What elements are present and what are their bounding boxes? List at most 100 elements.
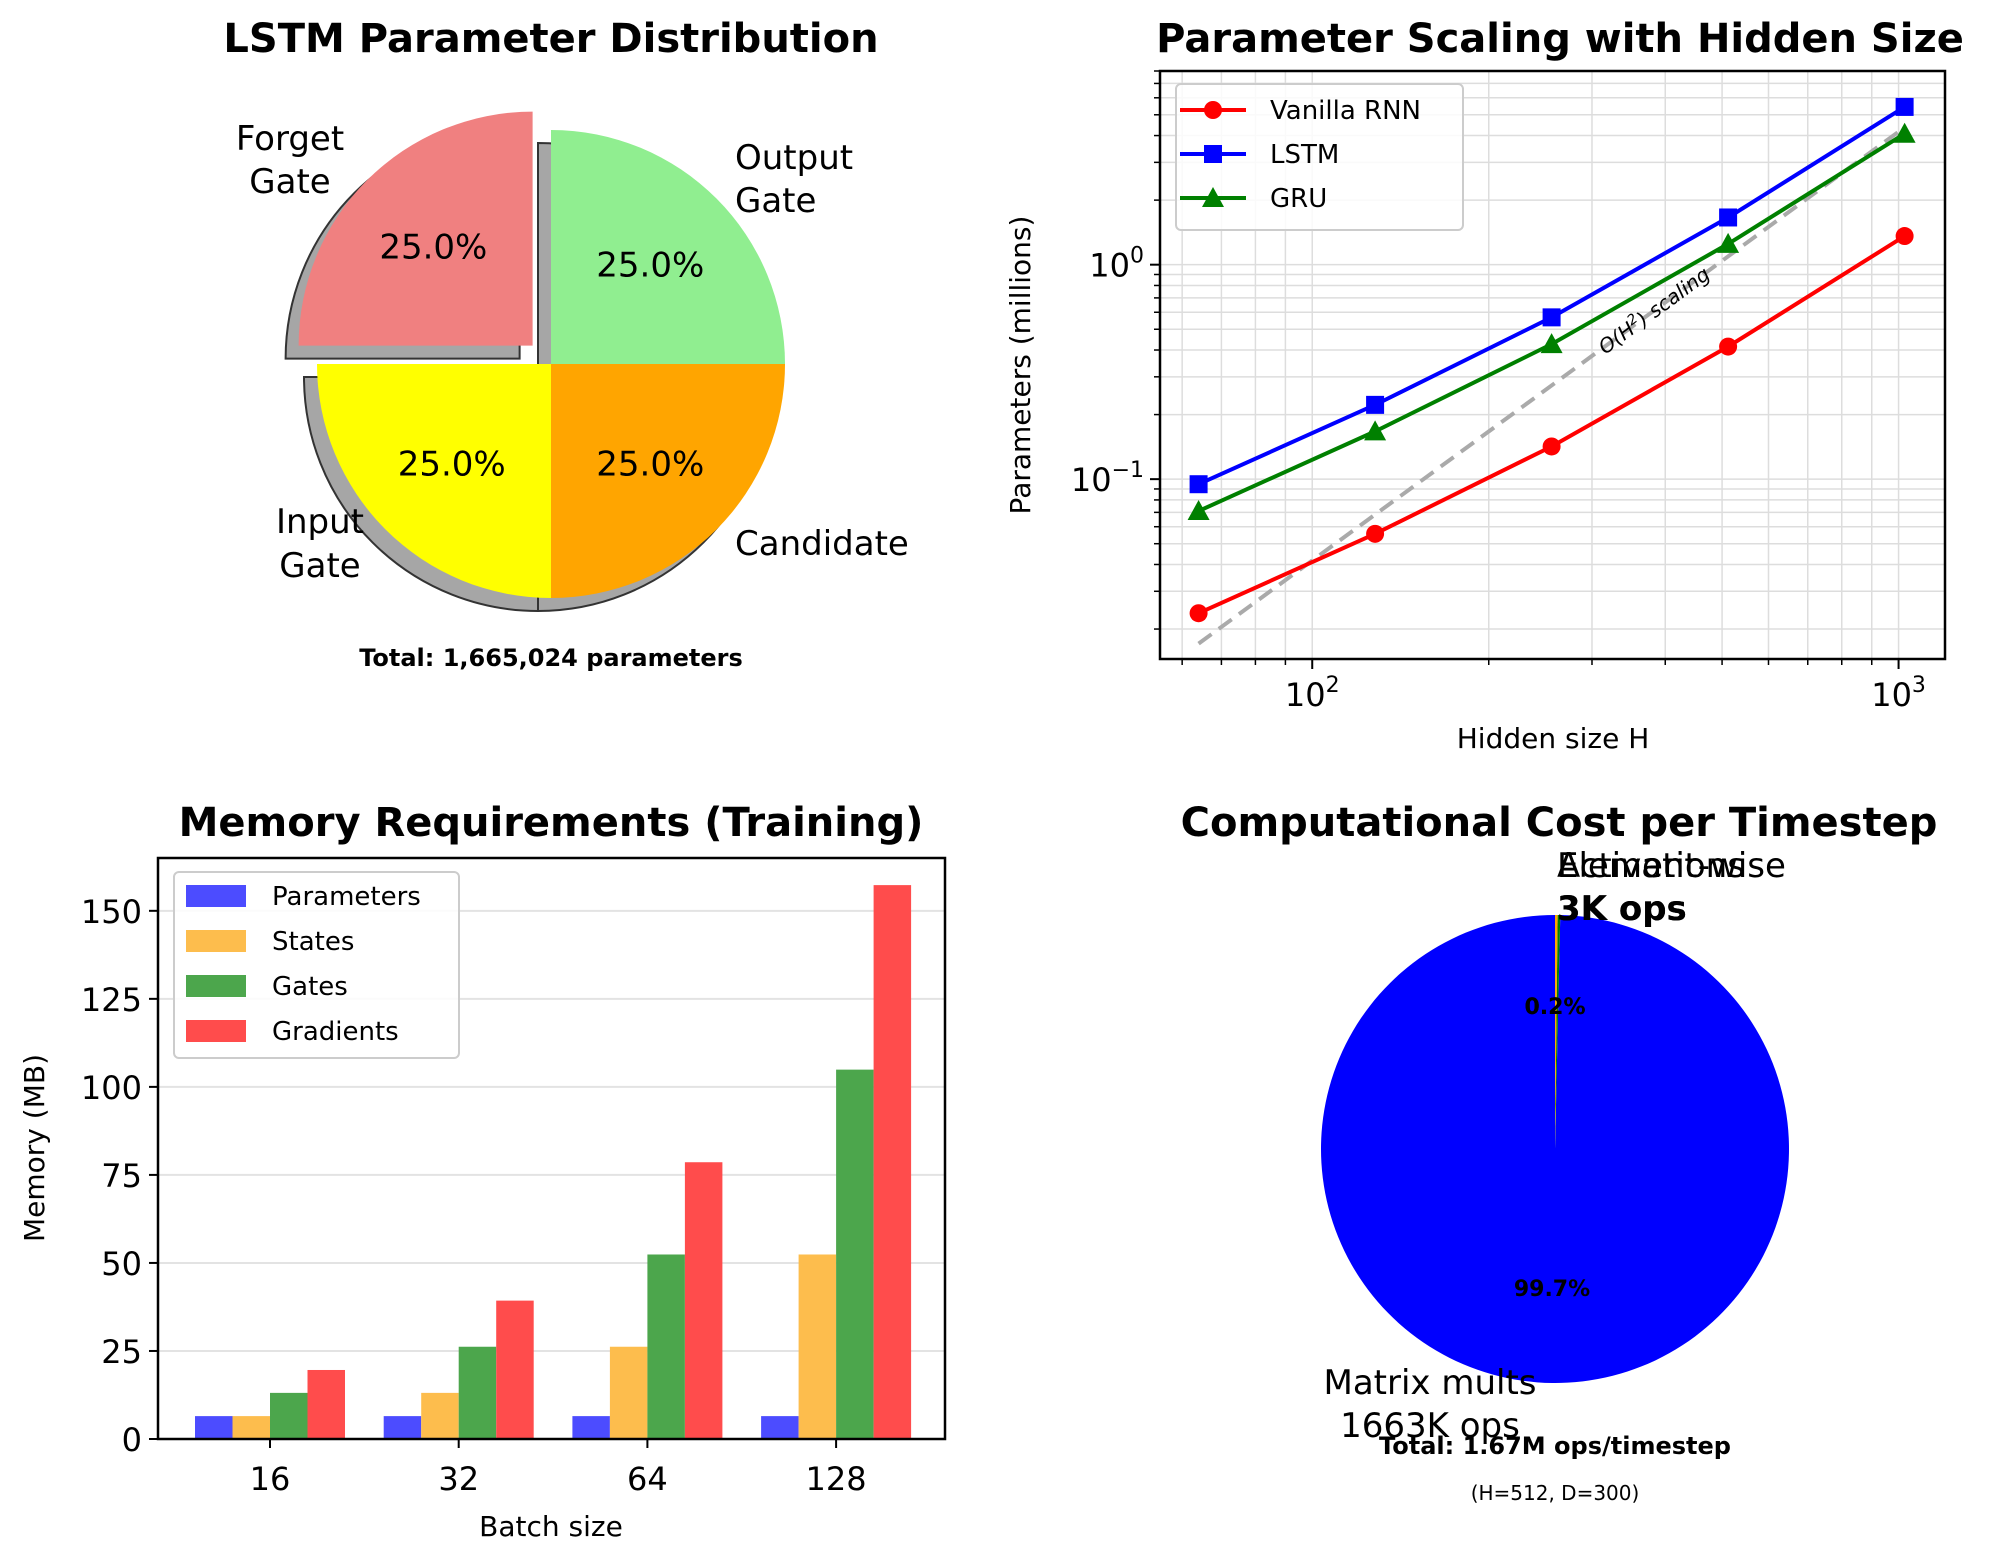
pie-pct-label: 0.2%	[1524, 995, 1585, 1020]
series-vanilla-rnn	[1189, 227, 1914, 623]
chart-title: Parameter Scaling with Hidden Size	[1156, 16, 1964, 62]
bar-parameters	[572, 1416, 610, 1439]
plot-frame	[1158, 69, 1947, 661]
pie-category-label: Activations	[1557, 846, 1745, 886]
x-tick-label: 16	[250, 1460, 291, 1498]
series-line	[1197, 234, 1906, 616]
x-tick-label: 102	[1285, 673, 1340, 714]
data-point	[1187, 500, 1210, 521]
data-point	[1366, 395, 1385, 414]
bar-gates	[270, 1392, 308, 1439]
y-tick-label: 10−1	[1071, 458, 1144, 499]
pie-category-label: Output	[735, 138, 853, 178]
pie-category-label: Element-wise	[1557, 846, 1786, 886]
data-point	[1542, 308, 1561, 327]
pie-slice	[1555, 915, 1558, 1149]
series	[1187, 97, 1916, 623]
panel-memory-requirements: Memory Requirements (Training) 0 25 50 75 10…	[18, 800, 947, 1543]
panel-lstm-parameter-distribution: LSTM Parameter Distribution 25.0%ForgetG…	[223, 16, 908, 672]
legend: Vanilla RNN LSTM GRU	[1175, 83, 1464, 231]
pie-category-label: Gate	[279, 546, 360, 586]
data-point	[1719, 337, 1738, 356]
pie-category-label: 1663K ops	[1340, 1406, 1520, 1446]
pie-category-label: Gate	[735, 181, 816, 221]
bar-gates	[836, 1069, 874, 1439]
y-tick-label: 125	[81, 981, 142, 1019]
bar-gradients	[496, 1300, 534, 1439]
pie-labels: 25.0%ForgetGate25.0%InputGate25.0%Candid…	[236, 119, 909, 586]
legend-label: Gradients	[272, 1017, 399, 1047]
y-tick-label: 150	[81, 893, 142, 931]
pie-category-label: Candidate	[735, 524, 909, 564]
data-point	[1366, 524, 1385, 543]
pie-category-label: Matrix mults	[1323, 1363, 1536, 1403]
bar-states	[609, 1346, 648, 1439]
pie-subnote: (H=512, D=300)	[1471, 1481, 1640, 1505]
legend-marker	[1202, 187, 1224, 207]
plot-frame	[156, 856, 947, 1441]
pie-pct-label: 25.0%	[596, 246, 704, 286]
pie-pct-label: 25.0%	[596, 444, 704, 484]
legend-box	[173, 871, 460, 1059]
pie-category-label: Forget	[236, 119, 344, 159]
legend-label: LSTM	[1270, 140, 1339, 170]
x-tick-label: 64	[627, 1460, 668, 1498]
pie-pct-label: 25.0%	[398, 444, 506, 484]
pie-pct-label: 0.2%	[1524, 995, 1585, 1020]
data-point	[1895, 227, 1914, 246]
pie-footnote: Total: 1,665,024 parameters	[359, 644, 743, 672]
grid	[1160, 70, 1945, 659]
axis-ticks: 102 103 10−1 100	[1071, 70, 1926, 714]
chart-title: Computational Cost per Timestep	[1181, 800, 1938, 846]
bars	[195, 885, 912, 1439]
legend-marker	[1204, 145, 1222, 163]
y-tick-label: 100	[1089, 244, 1144, 285]
series-lstm	[1189, 97, 1914, 494]
bar-parameters	[195, 1416, 233, 1439]
y-tick-label: 75	[101, 1157, 142, 1195]
bar-gradients	[307, 1369, 345, 1439]
pie-slice	[1555, 915, 1561, 1149]
bar-gates	[647, 1254, 685, 1439]
legend-box	[1175, 83, 1464, 231]
pie-category-label: Gate	[249, 162, 330, 202]
axis-ticks: 0 25 50 75 100 125 150 16 32 64 128	[81, 893, 867, 1498]
y-axis-label: Parameters (millions)	[1004, 216, 1037, 515]
reference-line-path	[1197, 125, 1906, 646]
pie-pct-label: 25.0%	[379, 227, 487, 267]
bar-states	[798, 1254, 837, 1439]
pie-slices	[298, 111, 785, 598]
chart-title: LSTM Parameter Distribution	[223, 16, 878, 62]
pie-category-label: 3K ops	[1557, 889, 1687, 929]
bar-gradients	[684, 1162, 723, 1439]
x-axis-label: Batch size	[479, 1510, 623, 1543]
data-point	[1542, 437, 1561, 456]
chart-title: Memory Requirements (Training)	[179, 800, 924, 846]
y-tick-label: 0	[122, 1421, 142, 1459]
x-tick-label: 128	[806, 1460, 867, 1498]
data-point	[1189, 604, 1208, 623]
data-point	[1364, 420, 1387, 441]
bar-states	[421, 1392, 459, 1439]
legend-label: GRU	[1270, 184, 1327, 214]
bar-states	[232, 1416, 270, 1439]
legend-swatch	[186, 975, 246, 997]
legend-label: Vanilla RNN	[1270, 96, 1421, 126]
pie-slice	[551, 364, 785, 598]
data-point	[1893, 122, 1916, 143]
pie-slice	[317, 364, 551, 598]
legend-swatch	[186, 930, 246, 952]
x-tick-label: 32	[438, 1460, 479, 1498]
legend: Parameters States Gates Gradients	[173, 871, 460, 1059]
bar-gates	[458, 1346, 497, 1439]
y-tick-label: 100	[81, 1069, 142, 1107]
series-gru	[1187, 122, 1916, 521]
legend-swatch	[186, 885, 246, 907]
y-tick-label: 50	[101, 1245, 142, 1283]
x-tick-label: 103	[1871, 673, 1926, 714]
data-point	[1895, 97, 1914, 116]
data-point	[1719, 208, 1738, 227]
pie-slice	[551, 130, 785, 364]
